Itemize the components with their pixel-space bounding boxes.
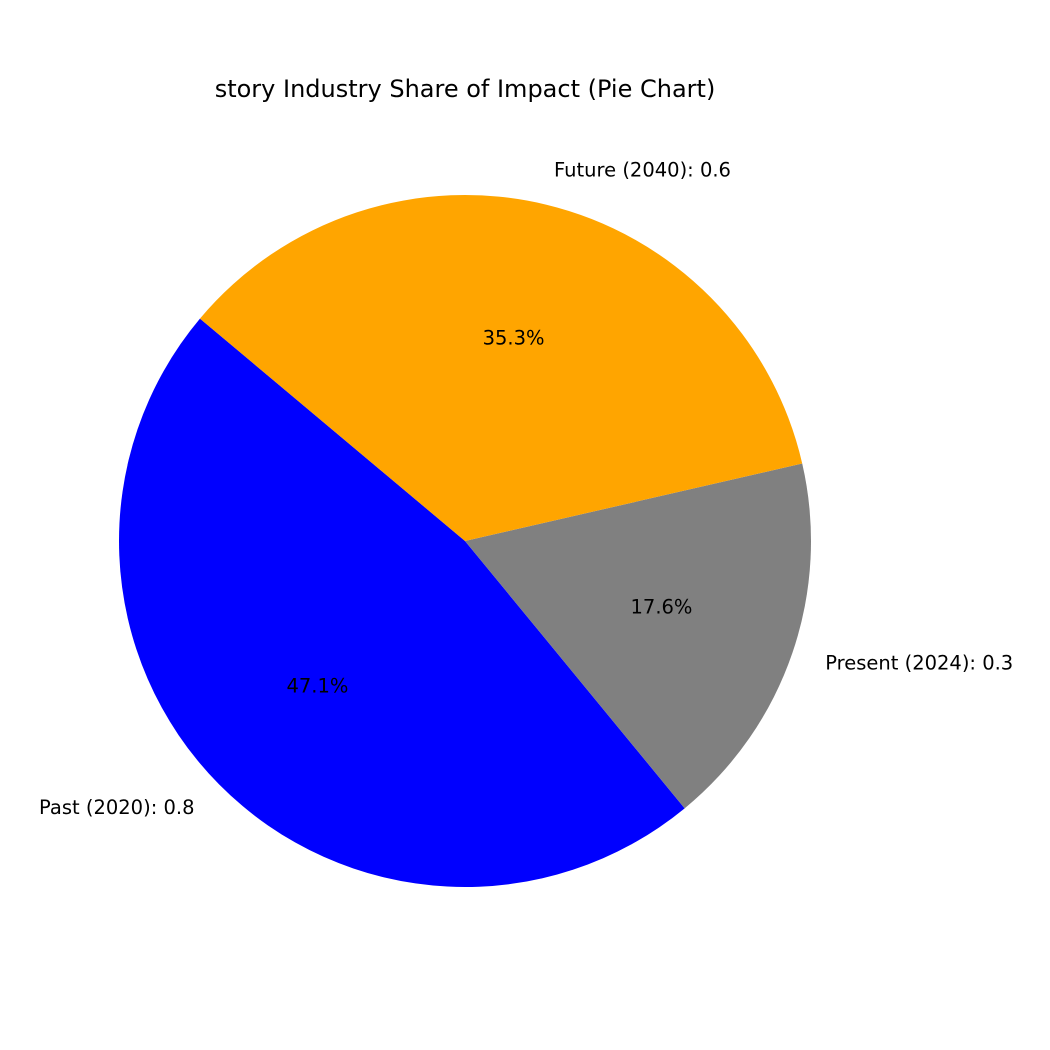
slice-percent-1: 17.6%	[631, 595, 693, 618]
pie-slice-0	[118, 318, 685, 888]
slice-label-1: Present (2024): 0.3	[825, 651, 1013, 674]
pie-labels: Past (2020): 0.8 47.1% Present (2024): 0.3…	[39, 158, 1013, 819]
pie-slice-1	[465, 463, 811, 809]
slice-percent-2: 35.3%	[483, 327, 545, 350]
pie-slices	[118, 195, 811, 888]
chart-title: story Industry Share of Impact (Pie Char…	[215, 75, 716, 103]
pie-slice-2	[199, 195, 803, 541]
slice-label-2: Future (2040): 0.6	[554, 158, 731, 181]
slice-percent-0: 47.1%	[286, 675, 348, 698]
slice-label-0: Past (2020): 0.8	[39, 796, 194, 819]
